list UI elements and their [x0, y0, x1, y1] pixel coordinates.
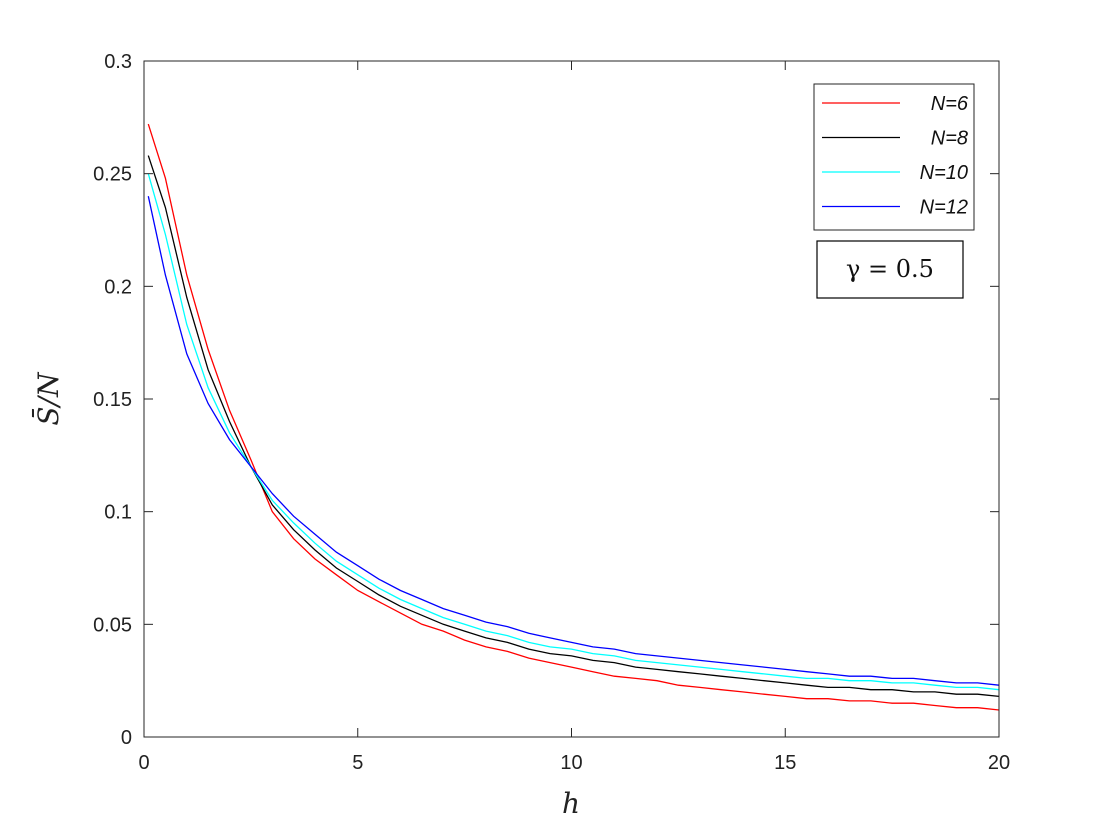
legend-items: N=6 N=8 N=10 N=12	[822, 93, 969, 219]
y-tick-label: 0.2	[104, 276, 132, 298]
series-line-n-10	[147, 173, 1000, 691]
legend-label: N=6	[931, 93, 969, 115]
y-tick-label: 0	[121, 727, 132, 749]
annotation: γ = 0.5	[816, 240, 964, 299]
y-tick-label: 0.15	[93, 389, 132, 411]
legend: N=6 N=8 N=10 N=12	[813, 83, 975, 231]
plot-frame	[143, 60, 1000, 738]
y-axis-label: S̄/N	[31, 371, 65, 426]
series-line-n-12	[147, 196, 1000, 686]
x-tick-label: 5	[352, 752, 363, 774]
y-tick-label: 0.25	[93, 164, 132, 186]
y-tick-label: 0.1	[104, 502, 132, 524]
series-layer	[147, 123, 1000, 711]
annotation-box	[816, 240, 964, 299]
series-line-n-8	[147, 155, 1000, 698]
legend-label: N=10	[920, 162, 968, 184]
legend-label: N=8	[931, 128, 968, 150]
x-tick-label: 20	[988, 752, 1010, 774]
x-tick-label: 15	[774, 752, 796, 774]
tick-labels-layer: 0 5 10 15 20 0 0.05 0.1 0.15 0.2 0.25 0.3	[93, 51, 1010, 774]
x-axis-label: h	[562, 787, 580, 820]
x-tick-label: 0	[138, 752, 149, 774]
x-tick-label: 10	[560, 752, 582, 774]
legend-box	[813, 83, 975, 231]
legend-label: N=12	[920, 197, 968, 219]
y-tick-label: 0.3	[104, 51, 132, 73]
annotation-text: γ = 0.5	[846, 255, 934, 283]
y-tick-label: 0.05	[93, 614, 132, 636]
series-line-n-6	[147, 123, 1000, 711]
